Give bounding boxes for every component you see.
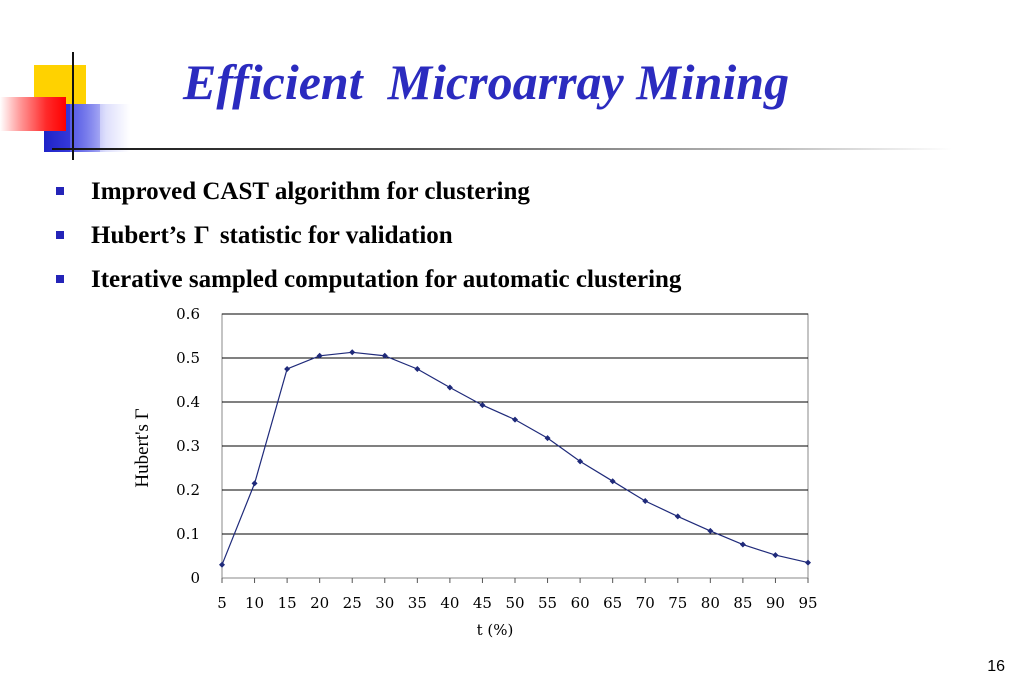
- data-point: [512, 416, 518, 423]
- x-tick-label: 50: [505, 594, 524, 612]
- data-point: [739, 541, 746, 548]
- bullet-item: Iterative sampled computation for automa…: [56, 260, 681, 304]
- x-tick-label: 75: [668, 594, 687, 612]
- y-tick-label: 0.1: [176, 525, 200, 543]
- bullet-text: Hubert’s: [91, 222, 186, 249]
- x-tick-label: 25: [343, 594, 362, 612]
- bullet-item: Improved CAST algorithm for clustering: [56, 172, 681, 216]
- x-tick-label: 20: [310, 594, 329, 612]
- data-point: [316, 352, 323, 359]
- data-point: [446, 384, 453, 391]
- data-point: [642, 498, 649, 504]
- slide-number: 16: [987, 658, 1005, 675]
- data-point: [674, 513, 681, 520]
- x-tick-label: 40: [440, 594, 459, 612]
- gridlines: [222, 313, 808, 535]
- bullet-list: Improved CAST algorithm for clustering H…: [56, 172, 681, 304]
- hubert-gamma-chart: 00.10.20.30.40.50.6 5 10 15 20 25 30 35 40 45 50 5…: [132, 305, 818, 639]
- data-point: [284, 366, 291, 372]
- data-point: [544, 435, 551, 442]
- bullet-text: Iterative sampled computation for automa…: [91, 266, 682, 293]
- decor-vertical-line: [72, 52, 74, 160]
- data-point: [414, 366, 421, 372]
- x-tick-label: 65: [603, 594, 622, 612]
- y-tick-label: 0.3: [176, 437, 200, 455]
- decor-red-bar: [0, 97, 66, 131]
- x-tick-label: 10: [245, 594, 264, 612]
- data-point: [349, 349, 356, 356]
- gamma-symbol: Γ: [193, 222, 210, 249]
- x-tick-label: 85: [733, 594, 752, 612]
- bullet-square-icon: [56, 231, 64, 239]
- y-axis-label: Hubert's Γ: [132, 408, 153, 487]
- y-tick-label: 0: [190, 569, 200, 587]
- data-points: [219, 349, 811, 568]
- y-tick-label: 0.5: [176, 349, 200, 367]
- y-tick-label: 0.6: [176, 305, 200, 323]
- x-tick-label: 60: [571, 594, 590, 612]
- x-axis-label: t (%): [477, 621, 514, 639]
- x-tick-label: 70: [636, 594, 655, 612]
- bullet-text-continued: statistic for validation: [219, 222, 453, 249]
- bullet-square-icon: [56, 275, 64, 283]
- data-point: [707, 527, 714, 534]
- data-point: [479, 402, 486, 409]
- x-tick-label: 35: [408, 594, 427, 612]
- decor-blue-fade: [70, 104, 130, 152]
- data-point: [772, 552, 779, 559]
- y-tick-label: 0.4: [176, 393, 200, 411]
- x-tick-labels: 5 10 15 20 25 30 35 40 45 50 55 60 65 70 75 80 85 90 95: [217, 578, 818, 612]
- data-point: [805, 559, 811, 566]
- bullet-square-icon: [56, 187, 64, 195]
- bullet-text: Improved CAST algorithm for clustering: [91, 178, 530, 205]
- data-point: [577, 458, 584, 465]
- data-point: [381, 352, 388, 359]
- x-tick-label: 90: [766, 594, 785, 612]
- x-tick-label: 30: [375, 594, 394, 612]
- title-underline: [52, 148, 952, 150]
- y-tick-labels: 0 0.1 0.2 0.3 0.4 0.5 0.6: [176, 305, 200, 587]
- y-tick-label: 0.2: [176, 481, 200, 499]
- slide-title: Efficient Microarray Mining: [183, 54, 790, 110]
- x-tick-label: 80: [701, 594, 720, 612]
- x-tick-label: 15: [278, 594, 297, 612]
- x-tick-label: 55: [538, 594, 557, 612]
- x-tick-label: 5: [217, 594, 227, 612]
- data-point: [219, 561, 225, 568]
- data-point: [251, 480, 258, 487]
- x-tick-label: 45: [473, 594, 492, 612]
- data-point: [609, 478, 616, 485]
- x-tick-label: 95: [798, 594, 817, 612]
